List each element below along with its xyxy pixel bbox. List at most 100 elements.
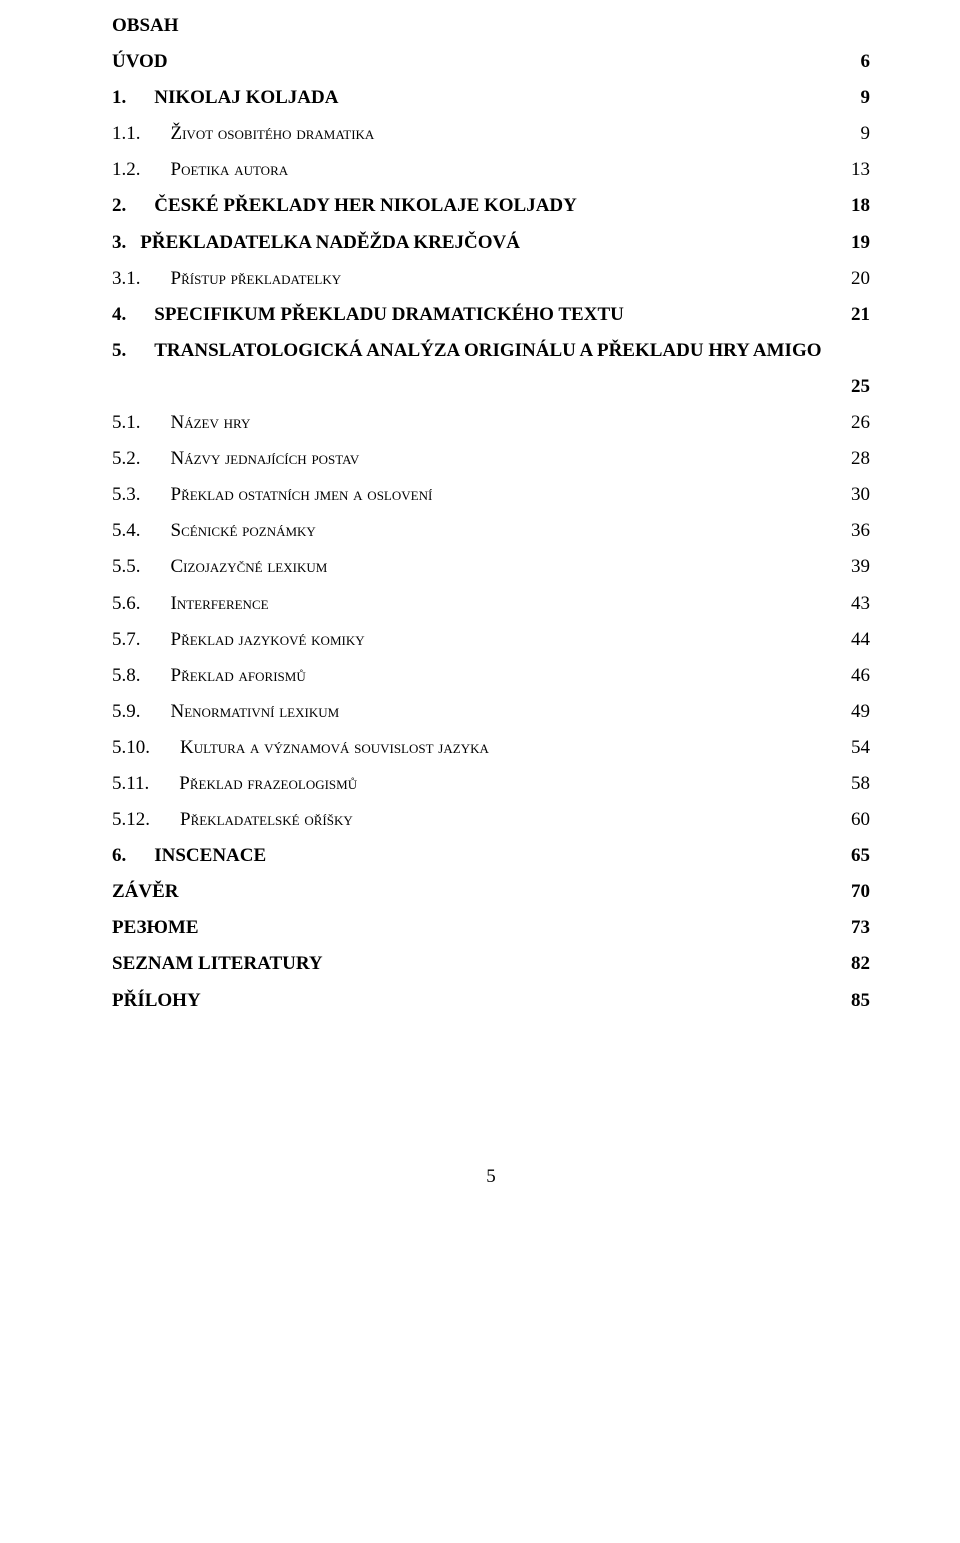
toc-row: 5.8. Překlad aforismů 46 [112,658,870,694]
toc-page: 21 [847,297,870,333]
toc-row: 5.5. Cizojazyčné lexikum 39 [112,549,870,585]
toc-label: Scénické poznámky [171,513,316,549]
toc-row: 1.2. Poetika autora 13 [112,152,870,188]
toc-label: INSCENACE [154,838,266,874]
toc-label: ÚVOD [112,44,168,80]
toc-label: Překlad aforismů [171,658,306,694]
toc-page: 6 [857,44,871,80]
toc-page: 13 [847,152,870,188]
toc-label: Cizojazyčné lexikum [171,549,328,585]
toc-list: ÚVOD 6 1. NIKOLAJ KOLJADA 9 1.1. Život osobité… [112,44,870,1019]
toc-page: 18 [847,188,870,224]
toc-row: 2. ČESKÉ PŘEKLADY HER NIKOLAJE KOLJADY 18 [112,188,870,224]
toc-row: 6. INSCENACE 65 [112,838,870,874]
toc-prefix: 5.9. [112,694,141,730]
toc-label: Nenormativní lexikum [171,694,340,730]
toc-prefix: 5.4. [112,513,141,549]
toc-prefix: 2. [112,188,126,224]
toc-row: 5.2. Názvy jednajících postav 28 [112,441,870,477]
toc-heading: OBSAH [112,8,870,44]
toc-prefix: 5.11. [112,766,149,802]
toc-page: 28 [847,441,870,477]
toc-prefix: 3.1. [112,261,141,297]
toc-row: 5.6. Interference 43 [112,586,870,622]
toc-row: 5.4.Scénické poznámky36 [112,513,870,549]
toc-page: 73 [847,910,870,946]
toc-label: Názvy jednajících postav [171,441,360,477]
toc-row: SEZNAM LITERATURY 82 [112,946,870,982]
toc-row: 5.9. Nenormativní lexikum 49 [112,694,870,730]
toc-page: 26 [847,405,870,441]
toc-label: ZÁVĚR [112,874,179,910]
toc-row: PŘÍLOHY 85 [112,983,870,1019]
toc-prefix: 4. [112,297,126,333]
toc-row: 3. PŘEKLADATELKA NADĚŽDA KREJČOVÁ 19 [112,225,870,261]
toc-page: 39 [847,549,870,585]
toc-page: 43 [847,586,870,622]
toc-page: 70 [847,874,870,910]
toc-row: 1.1. Život osobitého dramatika 9 [112,116,870,152]
toc-page: 30 [847,477,870,513]
toc-label: Překlad jazykové komiky [171,622,365,658]
toc-page: 19 [847,225,870,261]
toc-page: 58 [847,766,870,802]
toc-prefix: 6. [112,838,126,874]
toc-page: 9 [857,80,871,116]
toc-page: 46 [847,658,870,694]
page-footer: 5 [112,1019,870,1195]
toc-prefix: 3. [112,225,126,261]
toc-prefix: 5.3. [112,477,141,513]
toc-prefix: 5.8. [112,658,141,694]
toc-page: 25 [847,369,870,405]
toc-row: 5.11. Překlad frazeologismů 58 [112,766,870,802]
toc-row: 5.7. Překlad jazykové komiky 44 [112,622,870,658]
toc-prefix: 5.5. [112,549,141,585]
toc-page: 54 [847,730,870,766]
toc-page: 9 [857,116,871,152]
toc-label: РЕЗЮМЕ [112,910,199,946]
toc-label: PŘÍLOHY [112,983,201,1019]
toc-row: ZÁVĚR 70 [112,874,870,910]
toc-row: 5.3. Překlad ostatních jmen a oslovení 30 [112,477,870,513]
toc-page: 20 [847,261,870,297]
toc-label: Název hry [171,405,251,441]
toc-page: 60 [847,802,870,838]
toc-row: 5.1. Název hry 26 [112,405,870,441]
toc-prefix: 5.6. [112,586,141,622]
toc-label: ČESKÉ PŘEKLADY HER NIKOLAJE KOLJADY [154,188,577,224]
toc-label: PŘEKLADATELKA NADĚŽDA KREJČOVÁ [140,225,520,261]
toc-label: Interference [171,586,269,622]
toc-page: 65 [847,838,870,874]
toc-page: 49 [847,694,870,730]
toc-label: Překlad frazeologismů [179,766,357,802]
toc-prefix: 5.1. [112,405,141,441]
toc-page: 82 [847,946,870,982]
toc-row: 5. TRANSLATOLOGICKÁ ANALÝZA ORIGINÁLU A P… [112,333,870,369]
toc-label: Překladatelské oříšky [180,802,353,838]
toc-row: 1. NIKOLAJ KOLJADA 9 [112,80,870,116]
toc-row: ÚVOD 6 [112,44,870,80]
toc-label: SEZNAM LITERATURY [112,946,323,982]
toc-label: Přístup překladatelky [171,261,342,297]
toc-label: NIKOLAJ KOLJADA [154,80,338,116]
toc-label: SPECIFIKUM PŘEKLADU DRAMATICKÉHO TEXTU [154,297,624,333]
toc-row: 4. SPECIFIKUM PŘEKLADU DRAMATICKÉHO TEXTU… [112,297,870,333]
toc-prefix: 1.2. [112,152,141,188]
toc-row: 5.10.Kultura a významová souvislost jazy… [112,730,870,766]
toc-label: TRANSLATOLOGICKÁ ANALÝZA ORIGINÁLU A PŘE… [154,333,821,369]
toc-page: 85 [847,983,870,1019]
toc-label: Život osobitého dramatika [171,116,375,152]
toc-prefix: 5. [112,333,126,369]
toc-prefix: 1.1. [112,116,141,152]
toc-prefix: 5.2. [112,441,141,477]
toc-prefix: 5.10. [112,730,150,766]
toc-row: 3.1. Přístup překladatelky 20 [112,261,870,297]
toc-prefix: 5.7. [112,622,141,658]
toc-label: Poetika autora [171,152,289,188]
toc-row: РЕЗЮМЕ 73 [112,910,870,946]
toc-row-continue: 25 [112,369,870,405]
toc-label: Překlad ostatních jmen a oslovení [171,477,433,513]
toc-page: 44 [847,622,870,658]
toc-row: 5.12.Překladatelské oříšky60 [112,802,870,838]
toc-prefix: 1. [112,80,126,116]
